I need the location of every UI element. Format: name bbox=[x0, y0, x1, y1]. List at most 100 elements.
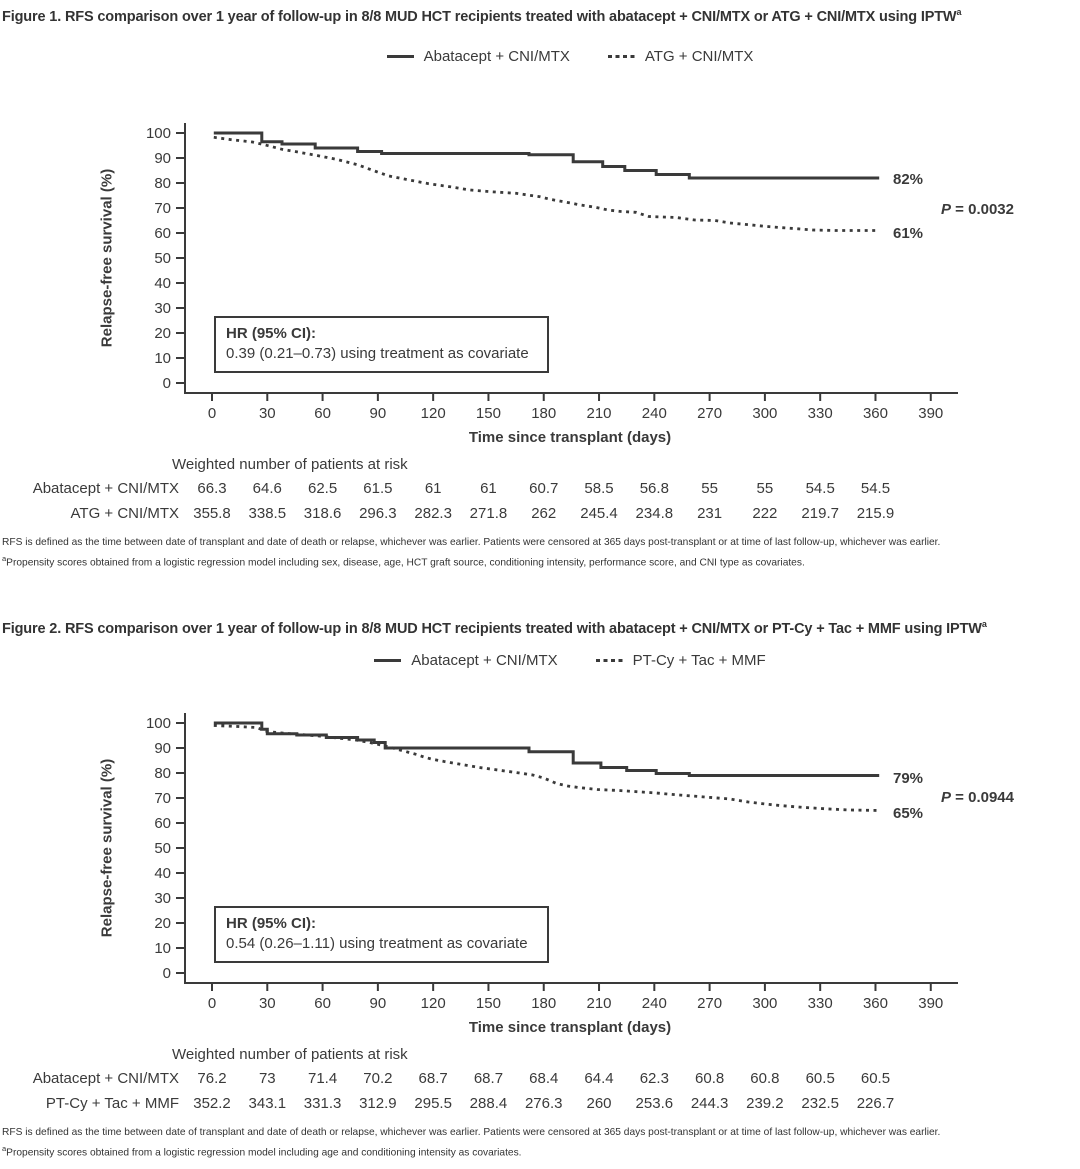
footnote-propensity: aPropensity scores obtained from a logis… bbox=[2, 552, 1080, 570]
y-tick-label: 70 bbox=[154, 790, 171, 807]
at-risk-value: 296.3 bbox=[359, 505, 397, 522]
at-risk-value: 71.4 bbox=[307, 1070, 338, 1087]
at-risk-value: 62.5 bbox=[307, 480, 338, 497]
at-risk-value: 60.8 bbox=[750, 1070, 780, 1087]
x-tick-label: 30 bbox=[259, 405, 276, 422]
legend-item-abatacept: Abatacept + CNI/MTX bbox=[386, 48, 570, 65]
at-risk-value: 56.8 bbox=[639, 480, 669, 497]
x-tick-label: 180 bbox=[531, 995, 556, 1012]
at-risk-value: 54.5 bbox=[860, 480, 891, 497]
at-risk-value: 60.5 bbox=[805, 1070, 835, 1087]
y-tick-label: 100 bbox=[146, 125, 171, 142]
x-tick-label: 300 bbox=[752, 995, 777, 1012]
at-risk-value: 260 bbox=[586, 1095, 612, 1112]
y-tick-label: 0 bbox=[163, 965, 171, 982]
at-risk-value: 68.7 bbox=[473, 1070, 504, 1087]
y-tick-label: 50 bbox=[154, 250, 171, 267]
at-risk-value: 70.2 bbox=[363, 1070, 393, 1087]
at-risk-value: 282.3 bbox=[414, 505, 452, 522]
p-value: P = 0.0944 bbox=[941, 789, 1014, 806]
footnote-superscript: a bbox=[2, 1144, 7, 1153]
y-tick-label: 60 bbox=[154, 815, 171, 832]
dotted-series-end-label: 61% bbox=[893, 225, 924, 242]
at-risk-row-label: Abatacept + CNI/MTX bbox=[32, 1070, 179, 1087]
figure-1: Figure 1. RFS comparison over 1 year of … bbox=[2, 7, 1080, 570]
at-risk-value: 68.7 bbox=[418, 1070, 448, 1087]
x-axis-label: Time since transplant (days) bbox=[468, 1019, 672, 1036]
x-tick-label: 270 bbox=[697, 995, 722, 1012]
at-risk-value: 239.2 bbox=[746, 1095, 784, 1112]
dotted-series-end-label: 65% bbox=[893, 805, 924, 822]
y-tick-label: 10 bbox=[154, 350, 171, 367]
figure-title-text: Figure 2. RFS comparison over 1 year of … bbox=[2, 620, 982, 637]
y-tick-label: 20 bbox=[154, 325, 171, 342]
footnote-propensity-text: Propensity scores obtained from a logist… bbox=[6, 557, 805, 569]
at-risk-value: 271.8 bbox=[469, 505, 508, 522]
hr-label: HR (95% CI): bbox=[226, 915, 317, 932]
legend-label: PT-Cy + Tac + MMF bbox=[632, 652, 766, 669]
x-tick-label: 390 bbox=[918, 405, 943, 422]
at-risk-value: 73 bbox=[258, 1070, 276, 1087]
figure-2: Figure 2. RFS comparison over 1 year of … bbox=[0, 590, 1080, 1169]
x-tick-label: 90 bbox=[370, 405, 387, 422]
at-risk-value: 54.5 bbox=[805, 480, 835, 497]
x-tick-label: 330 bbox=[808, 405, 833, 422]
x-tick-label: 30 bbox=[259, 995, 276, 1012]
at-risk-value: 226.7 bbox=[856, 1095, 895, 1112]
at-risk-row-label: Abatacept + CNI/MTX bbox=[32, 480, 179, 497]
at-risk-header: Weighted number of patients at risk bbox=[172, 456, 408, 473]
x-axis-label: Time since transplant (days) bbox=[468, 429, 672, 446]
km-chart: 0 10 20 30 40 50 60 70 80 90 100 0 30 60 90 120 150 180 21… bbox=[146, 713, 958, 1012]
y-tick-label: 40 bbox=[154, 865, 171, 882]
hr-annotation-box: HR (95% CI): 0.54 (0.26–1.11) using trea… bbox=[214, 906, 549, 963]
x-tick-label: 60 bbox=[314, 995, 331, 1012]
at-risk-value: 64.6 bbox=[252, 480, 282, 497]
figure-title-text: Figure 1. RFS comparison over 1 year of … bbox=[2, 8, 957, 25]
y-tick-label: 90 bbox=[154, 740, 171, 757]
y-tick-label: 40 bbox=[154, 275, 171, 292]
at-risk-value: 76.2 bbox=[197, 1070, 227, 1087]
at-risk-value: 55 bbox=[756, 480, 774, 497]
legend-item-abatacept: Abatacept + CNI/MTX bbox=[374, 652, 558, 669]
x-tick-label: 120 bbox=[421, 405, 446, 422]
y-tick-label: 30 bbox=[154, 300, 171, 317]
y-tick-label: 90 bbox=[154, 150, 171, 167]
x-tick-label: 300 bbox=[752, 405, 777, 422]
legend: Abatacept + CNI/MTX PT-Cy + Tac + MMF bbox=[185, 652, 955, 669]
at-risk-value: 61 bbox=[424, 480, 442, 497]
at-risk-row-label: ATG + CNI/MTX bbox=[70, 505, 179, 522]
x-tick-label: 240 bbox=[642, 995, 667, 1012]
at-risk-value: 215.9 bbox=[856, 505, 895, 522]
y-axis-label: Relapse-free survival (%) bbox=[98, 758, 116, 938]
at-risk-value: 66.3 bbox=[197, 480, 227, 497]
dotted-line-swatch bbox=[607, 55, 635, 58]
at-risk-value: 55 bbox=[701, 480, 718, 497]
at-risk-value: 338.5 bbox=[248, 505, 287, 522]
x-tick-label: 60 bbox=[314, 405, 331, 422]
x-tick-label: 270 bbox=[697, 405, 722, 422]
at-risk-value: 58.5 bbox=[584, 480, 614, 497]
at-risk-value: 60.7 bbox=[529, 480, 559, 497]
at-risk-value: 295.5 bbox=[414, 1095, 452, 1112]
at-risk-value: 219.7 bbox=[801, 505, 839, 522]
p-value: P = 0.0032 bbox=[941, 201, 1014, 218]
y-tick-label: 30 bbox=[154, 890, 171, 907]
at-risk-value: 276.3 bbox=[524, 1095, 563, 1112]
at-risk-value: 352.2 bbox=[193, 1095, 231, 1112]
series-line-dotted bbox=[213, 724, 880, 812]
x-tick-label: 210 bbox=[587, 995, 612, 1012]
y-tick-label: 70 bbox=[154, 200, 171, 217]
dotted-line-swatch bbox=[595, 659, 623, 662]
at-risk-value: 68.4 bbox=[529, 1070, 559, 1087]
figure-title: Figure 2. RFS comparison over 1 year of … bbox=[2, 619, 987, 637]
x-tick-label: 150 bbox=[476, 405, 501, 422]
km-chart: 0 10 20 30 40 50 60 70 80 90 100 0 30 60 90 120 150 180 21… bbox=[146, 123, 958, 422]
footnote-propensity-text: Propensity scores obtained from a logist… bbox=[6, 1147, 522, 1159]
y-tick-label: 0 bbox=[163, 375, 171, 392]
x-tick-label: 90 bbox=[370, 995, 387, 1012]
y-tick-label: 10 bbox=[154, 940, 171, 957]
x-tick-label: 330 bbox=[808, 995, 833, 1012]
at-risk-value: 234.8 bbox=[635, 505, 674, 522]
solid-line-swatch bbox=[374, 659, 402, 662]
solid-series-end-label: 79% bbox=[893, 770, 924, 787]
